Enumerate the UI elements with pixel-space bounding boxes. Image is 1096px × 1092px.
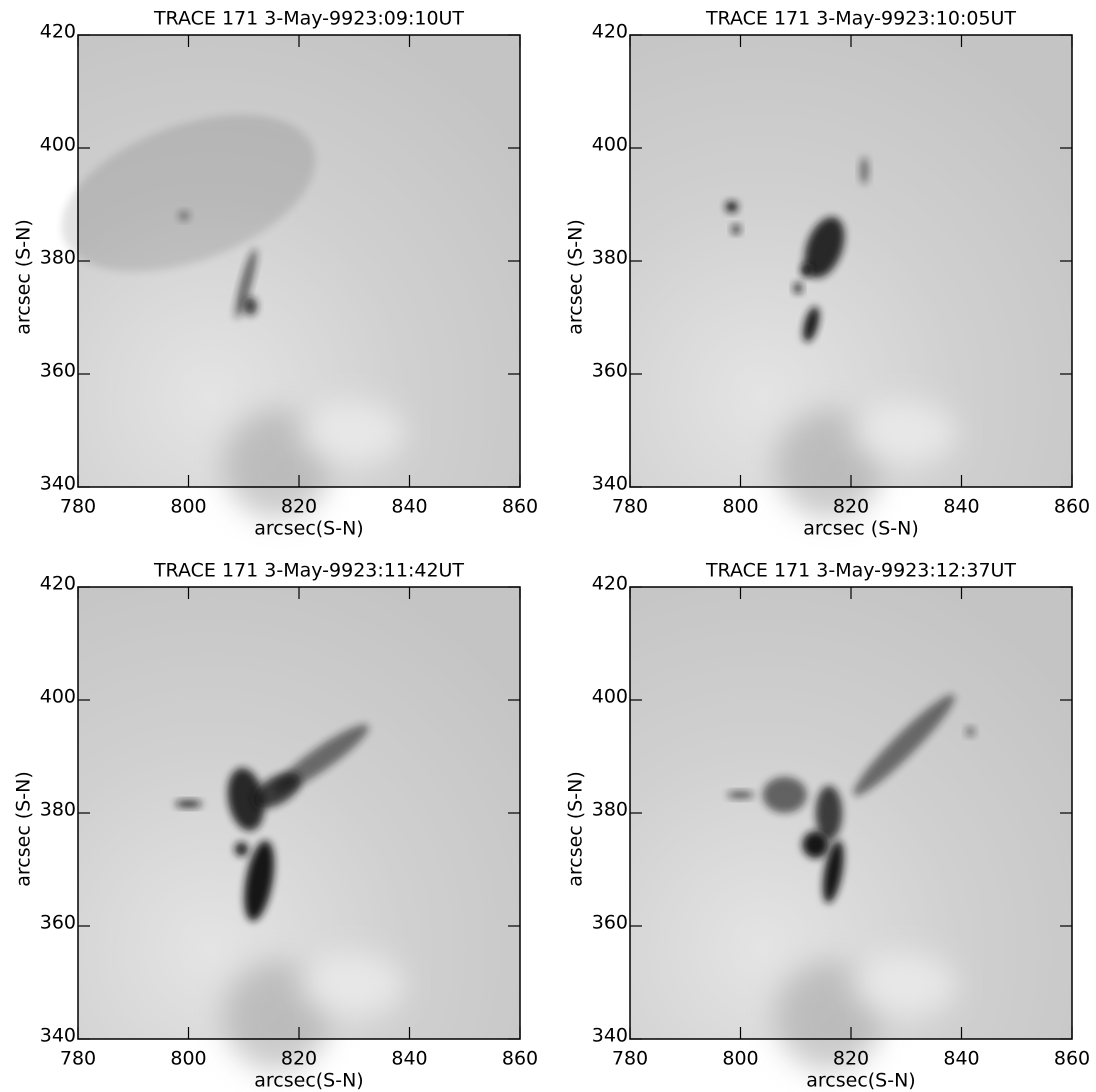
image-feature [725,201,738,213]
image-feature [227,768,265,831]
y-tick-label: 380 [592,247,628,269]
y-tick-label: 380 [40,247,76,269]
y-axis-label: arcsec (S-N) [13,771,35,887]
image-feature [234,842,249,856]
y-tick-label: 360 [40,360,76,382]
y-tick-label: 420 [40,573,76,595]
y-tick-label: 400 [592,686,628,708]
x-tick-label: 800 [722,1048,758,1070]
image-feature [175,800,202,808]
image-feature [965,727,975,737]
image-feature [235,248,257,319]
x-tick-label: 800 [170,1048,206,1070]
y-tick-label: 420 [592,21,628,43]
y-tick-label: 340 [592,1025,628,1047]
image-feature [853,694,955,796]
image-feature [802,831,829,859]
y-axis-label: arcsec (S-N) [565,219,587,335]
y-tick-label: 380 [40,799,76,821]
x-tick-label: 820 [833,1048,869,1070]
image-feature [801,263,813,277]
panel: 780 800 820 840 860 340 360 380 400 420 TRACE 171 … [13,560,539,1092]
y-axis-label: arcsec (S-N) [13,219,35,335]
x-tick-label: 820 [281,496,317,518]
x-tick-label: 800 [170,496,206,518]
image-feature [731,224,741,234]
y-tick-label: 340 [40,473,76,495]
x-axis-label: arcsec (S-N) [803,518,919,540]
x-tick-label: 780 [612,1048,648,1070]
image-feature [815,785,843,841]
image-bright [299,953,406,1017]
y-tick-label: 420 [40,21,76,43]
x-tick-label: 840 [943,496,979,518]
image-bright [851,953,958,1017]
image-feature [793,282,803,294]
y-tick-label: 360 [592,912,628,934]
panel-title: TRACE 171 3-May-9923:11:42UT [153,560,464,582]
x-tick-label: 780 [612,496,648,518]
x-tick-label: 840 [943,1048,979,1070]
y-tick-label: 420 [592,573,628,595]
panel: 780 800 820 840 860 340 360 380 400 420 TRACE 171 … [13,8,539,540]
panel-title: TRACE 171 3-May-9923:10:05UT [705,8,1016,30]
panel: 780 800 820 840 860 340 360 380 400 420 TRACE 171 … [565,8,1091,540]
x-tick-label: 860 [1054,1048,1090,1070]
image-background [630,587,1072,1039]
x-axis-label: arcsec(S-N) [806,1070,915,1092]
x-tick-label: 860 [502,496,538,518]
panel: 780 800 820 840 860 340 360 380 400 420 TRACE 171 … [565,560,1091,1092]
image-bright [299,401,406,465]
y-tick-label: 400 [592,134,628,156]
y-tick-label: 380 [592,799,628,821]
x-tick-label: 860 [502,1048,538,1070]
y-tick-label: 400 [40,134,76,156]
image-bright [851,401,958,465]
y-axis-label: arcsec (S-N) [565,771,587,887]
image-feature [243,297,258,316]
x-tick-label: 820 [833,496,869,518]
y-tick-label: 400 [40,686,76,708]
image-feature [859,157,869,185]
panel-title: TRACE 171 3-May-9923:09:10UT [153,8,464,30]
image-feature [762,776,807,813]
x-axis-label: arcsec(S-N) [254,518,363,540]
image-background [630,35,1072,487]
x-tick-label: 780 [60,496,96,518]
x-tick-label: 860 [1054,496,1090,518]
x-tick-label: 840 [391,1048,427,1070]
x-tick-label: 820 [281,1048,317,1070]
image-background [78,587,520,1039]
panel-title: TRACE 171 3-May-9923:12:37UT [705,560,1016,582]
x-tick-label: 840 [391,496,427,518]
image-feature [804,217,845,278]
image-feature [252,772,301,809]
x-tick-label: 800 [722,496,758,518]
y-tick-label: 360 [592,360,628,382]
image-feature [823,840,844,903]
image-feature [803,306,820,342]
y-tick-label: 360 [40,912,76,934]
image-feature [244,840,275,921]
y-tick-label: 340 [40,1025,76,1047]
image-feature [727,791,754,799]
x-tick-label: 780 [60,1048,96,1070]
image-feature [61,114,316,272]
x-axis-label: arcsec(S-N) [254,1070,363,1092]
y-tick-label: 340 [592,473,628,495]
